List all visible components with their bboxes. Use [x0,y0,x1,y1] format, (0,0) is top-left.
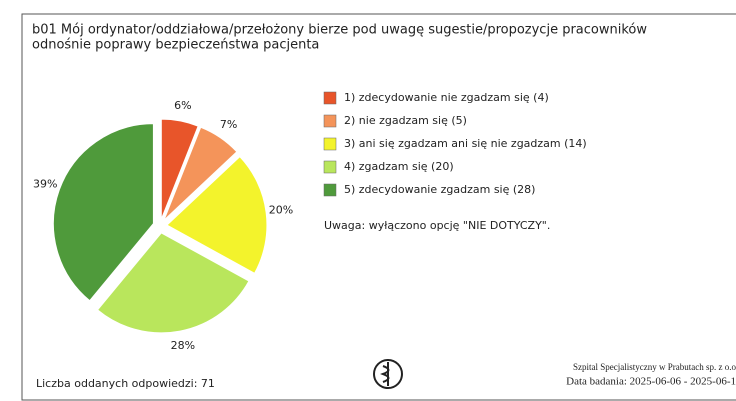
footer-right: Szpital Specjalistyczny w Prabutach sp. … [573,362,736,372]
data-label: 39% [33,178,57,191]
data-label: 28% [171,339,195,352]
legend-swatch [323,91,337,105]
legend-label: 1) zdecydowanie nie zgadzam się (4) [344,91,549,104]
footer-right: Data badania: 2025-06-06 - 2025-06-1 [566,376,736,388]
legend-label: 2) nie zgadzam się (5) [344,114,467,127]
legend-label: 4) zgadzam się (20) [344,160,454,173]
pie-slice [163,126,238,221]
legend-swatch [323,114,337,128]
legend-swatch [323,183,337,197]
legend-swatch [323,160,337,174]
pie-slice [52,123,154,302]
legend-label: 3) ani się zgadzam ani się nie zgadzam (… [344,137,587,150]
chart-title: b01 Mój ordynator/oddziałowa/przełożony … [32,23,647,38]
legend-swatch [323,137,337,151]
pie-slice [96,232,250,334]
pie-slice [160,118,199,220]
data-label: 6% [174,99,191,112]
logo [373,359,403,389]
pie-slice [166,155,268,274]
data-label: 20% [269,204,293,217]
footer-left: Liczba oddanych odpowiedzi: 71 [36,377,215,390]
legend-label: 5) zdecydowanie zgadzam się (28) [344,183,535,196]
chart-title: odnośnie poprawy bezpieczeństwa pacjenta [32,38,319,53]
data-label: 7% [220,118,237,131]
note: Uwaga: wyłączono opcję "NIE DOTYCZY". [324,219,550,232]
